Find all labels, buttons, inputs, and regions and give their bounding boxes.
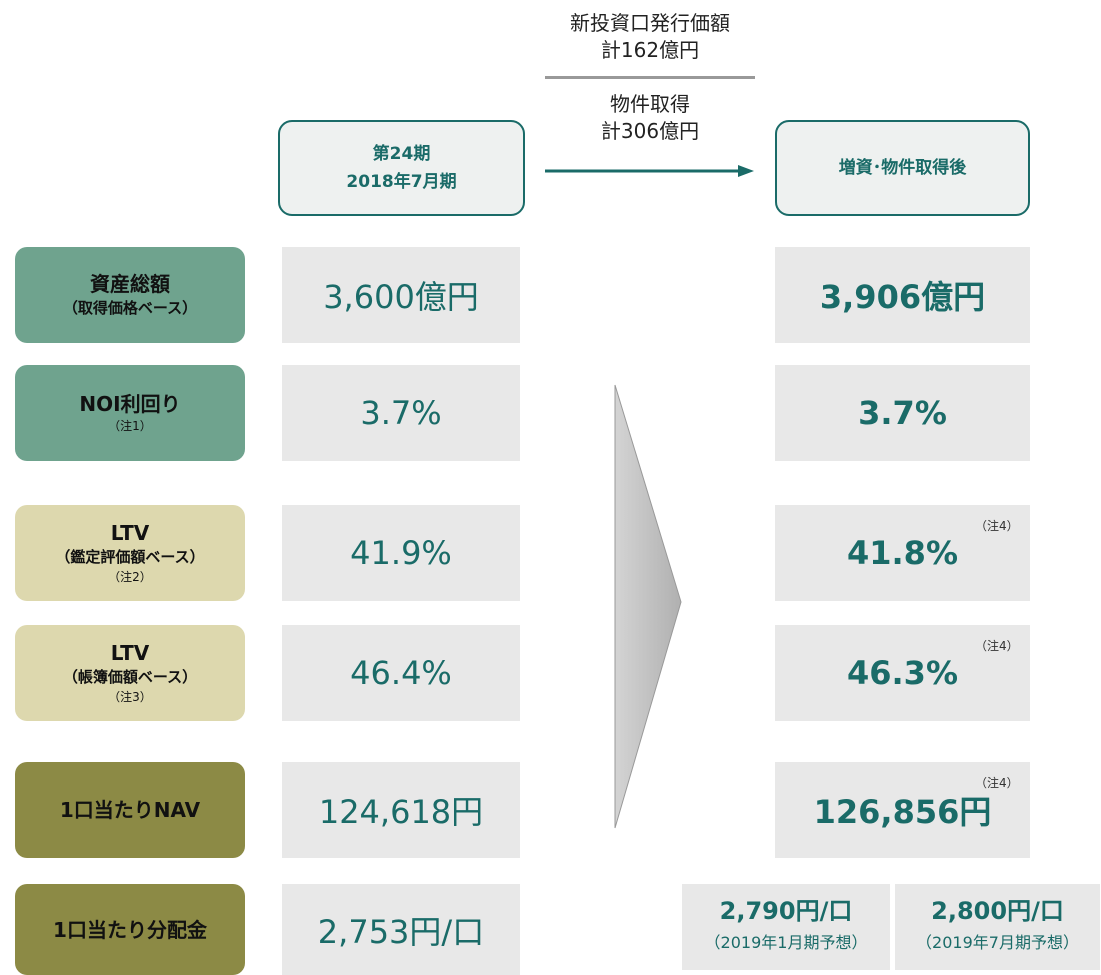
label-line: 資産総額 [90,272,170,296]
label-line: NOI利回り [79,392,181,416]
after-note: （注4） [975,639,1019,653]
issuance-line: 新投資口発行価額 [570,11,730,35]
before-value: 124,618円 [282,762,520,858]
label-line: LTV [110,641,150,665]
label-note: （注2） [108,570,152,584]
before-header-line: 第24期 [372,144,431,164]
label-line: LTV [110,521,150,545]
forecast-value: 2,790円/口 [719,897,853,925]
label-line: （帳簿価額ベース） [62,668,198,686]
issuance-text: 新投資口発行価額 計162億円 [500,10,800,64]
forecast-period: （2019年7月期予想） [916,933,1079,952]
acquisition-text: 物件取得 計306億円 [500,91,800,145]
after-header: 増資･物件取得後 [775,120,1030,216]
label-line: 1口当たり分配金 [53,917,207,942]
issuance-line: 計162億円 [600,38,700,62]
row-label: LTV （帳簿価額ベース） （注3） [15,625,245,721]
after-value: 3.7% [775,365,1030,461]
after-header-line: 増資･物件取得後 [838,158,967,178]
before-value: 46.4% [282,625,520,721]
before-header: 第24期 2018年7月期 [278,120,525,216]
after-value: 46.3% [775,625,1030,721]
before-header-line: 2018年7月期 [346,172,457,192]
forecast-value: 2,800円/口 [931,897,1064,925]
after-value: 126,856円 [775,762,1030,858]
before-value: 3.7% [282,365,520,461]
before-value: 3,600億円 [282,247,520,343]
label-note: （注1） [108,419,152,433]
row-label: 1口当たり分配金 [15,884,245,975]
acquisition-line: 物件取得 [610,92,690,116]
divider [545,76,755,79]
before-value: 2,753円/口 [282,884,520,975]
row-label: 1口当たりNAV [15,762,245,858]
label-line: 1口当たりNAV [59,798,201,822]
after-value: 3,906億円 [775,247,1030,343]
after-note: （注4） [975,776,1019,790]
arrow [545,165,754,177]
row-label: 資産総額 （取得価格ベース） [15,247,245,343]
label-line: （取得価格ベース） [62,299,198,317]
before-value: 41.9% [282,505,520,601]
after-forecast: 2,790円/口 （2019年1月期予想） [682,884,890,970]
row-label: LTV （鑑定評価額ベース） （注2） [15,505,245,601]
chevron [614,384,682,829]
label-line: （鑑定評価額ベース） [55,548,205,566]
forecast-period: （2019年1月期予想） [704,933,868,952]
after-forecast: 2,800円/口 （2019年7月期予想） [895,884,1100,970]
after-value: 41.8% [775,505,1030,601]
after-note: （注4） [975,519,1019,533]
label-note: （注3） [108,690,152,704]
row-label: NOI利回り （注1） [15,365,245,461]
acquisition-line: 計306億円 [600,119,700,143]
